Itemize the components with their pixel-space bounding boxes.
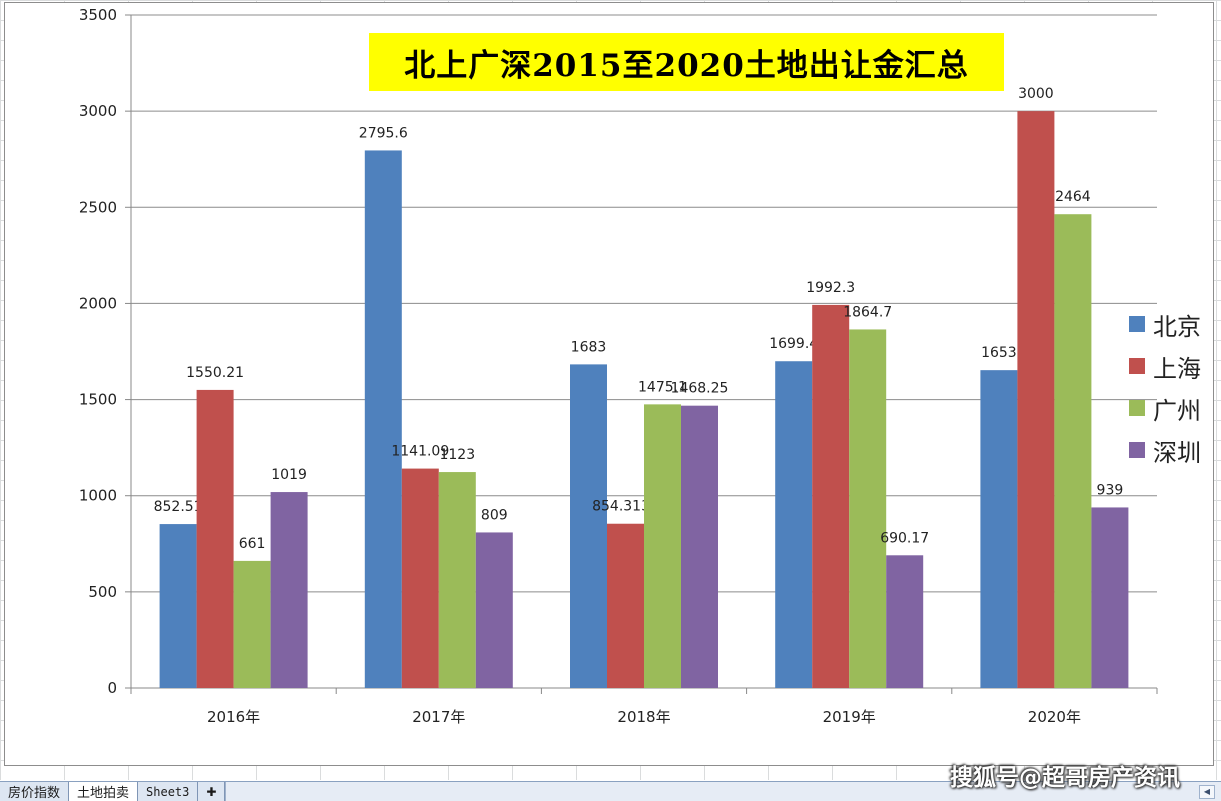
x-tick-label-2019年: 2019年 [823, 708, 876, 726]
tab-sheet3[interactable]: Sheet3 [138, 782, 199, 801]
y-tick-label-1000: 1000 [79, 487, 117, 505]
bar-广州-2019年 [849, 329, 887, 688]
bar-广州-2016年 [233, 560, 271, 688]
data-label-深圳-2018年: 1468.25 [671, 381, 729, 397]
data-label-广州-2017年: 1123 [439, 447, 475, 463]
tab-house-price-index[interactable]: 房价指数 [0, 782, 70, 801]
data-label-北京-2017年: 2795.6 [359, 125, 408, 141]
data-label-广州-2018年: 1475.1 [638, 379, 687, 395]
x-tick-label-2016年: 2016年 [207, 708, 260, 726]
horizontal-scrollbar[interactable]: ◀ [225, 782, 1221, 801]
bar-北京-2020年 [980, 370, 1018, 688]
data-label-北京-2018年: 1683 [571, 339, 607, 355]
bar-深圳-2016年 [270, 492, 308, 688]
x-tick-label-2017年: 2017年 [412, 708, 465, 726]
data-label-深圳-2020年: 939 [1097, 482, 1124, 498]
bar-上海-2016年 [196, 389, 234, 688]
bar-北京-2017年 [364, 150, 402, 689]
data-label-上海-2016年: 1550.21 [186, 365, 244, 381]
y-tick-label-500: 500 [88, 583, 117, 601]
watermark: 搜狐号@超哥房产资讯 [950, 765, 1180, 791]
legend-item-guangzhou: 广州 [1129, 387, 1201, 429]
bar-深圳-2019年 [886, 555, 924, 688]
tab-land-auction[interactable]: 土地拍卖 [69, 782, 139, 801]
data-label-北京-2016年: 852.51 [154, 499, 203, 515]
data-label-深圳-2019年: 690.17 [880, 530, 929, 546]
y-tick-label-1500: 1500 [79, 391, 117, 409]
bar-深圳-2020年 [1091, 507, 1129, 688]
chart-plot: 0 500 1000 1500 2000 2500 3000 3500 2016年 852.51 1… [79, 6, 1158, 726]
chart-legend: 北京 上海 广州 深圳 [1129, 303, 1201, 471]
bar-深圳-2018年 [681, 405, 718, 688]
bar-北京-2019年 [775, 361, 813, 688]
data-label-广州-2020年: 2464 [1055, 189, 1091, 205]
bar-上海-2019年 [812, 304, 850, 688]
legend-label-shanghai: 上海 [1153, 354, 1201, 383]
y-tick-label-3500: 3500 [79, 6, 117, 24]
y-tick-label-3000: 3000 [79, 102, 117, 120]
bar-上海-2017年 [401, 468, 439, 688]
chart-title: 北上广深2015至2020土地出让金汇总 [404, 47, 969, 84]
data-label-深圳-2017年: 809 [481, 507, 508, 523]
data-label-北京-2019年: 1699.4 [769, 336, 818, 352]
bar-广州-2018年 [644, 404, 681, 688]
chart-title-box: 北上广深2015至2020土地出让金汇总 [369, 33, 1004, 91]
sheet-tab-bar: 房价指数 土地拍卖 Sheet3 ✚ ◀ [0, 781, 1221, 801]
data-label-上海-2018年: 854.3135 [592, 499, 659, 515]
bar-北京-2018年 [570, 364, 607, 688]
chart-area[interactable]: 0 500 1000 1500 2000 2500 3000 3500 2016年 852.51 1… [4, 2, 1214, 766]
data-label-上海-2019年: 1992.3 [806, 280, 855, 296]
legend-label-beijing: 北京 [1153, 312, 1201, 341]
bar-广州-2020年 [1054, 214, 1092, 688]
data-label-北京-2020年: 1653 [981, 345, 1017, 361]
bar-广州-2017年 [438, 472, 476, 688]
legend-item-shenzhen: 深圳 [1129, 429, 1201, 471]
legend-swatch-beijing [1129, 316, 1145, 332]
bar-深圳-2017年 [475, 532, 513, 688]
y-tick-label-0: 0 [107, 679, 117, 697]
legend-swatch-shenzhen [1129, 442, 1145, 458]
data-label-上海-2017年: 1141.09 [391, 444, 449, 460]
legend-label-shenzhen: 深圳 [1153, 438, 1201, 467]
data-label-广州-2019年: 1864.7 [843, 304, 892, 320]
x-tick-label-2020年: 2020年 [1028, 708, 1081, 726]
legend-item-shanghai: 上海 [1129, 345, 1201, 387]
bar-上海-2018年 [607, 523, 644, 688]
legend-swatch-guangzhou [1129, 400, 1145, 416]
legend-label-guangzhou: 广州 [1153, 396, 1201, 425]
scroll-left-icon[interactable]: ◀ [1199, 785, 1215, 799]
new-sheet-icon[interactable]: ✚ [198, 782, 226, 801]
x-tick-label-2018年: 2018年 [617, 708, 670, 726]
legend-item-beijing: 北京 [1129, 303, 1201, 345]
legend-swatch-shanghai [1129, 358, 1145, 374]
y-tick-label-2000: 2000 [79, 294, 117, 312]
data-label-深圳-2016年: 1019 [271, 467, 307, 483]
y-tick-label-2500: 2500 [79, 198, 117, 216]
bar-北京-2016年 [159, 524, 197, 688]
data-label-广州-2016年: 661 [239, 536, 266, 552]
bar-上海-2020年 [1017, 111, 1055, 688]
data-label-上海-2020年: 3000 [1018, 86, 1054, 102]
